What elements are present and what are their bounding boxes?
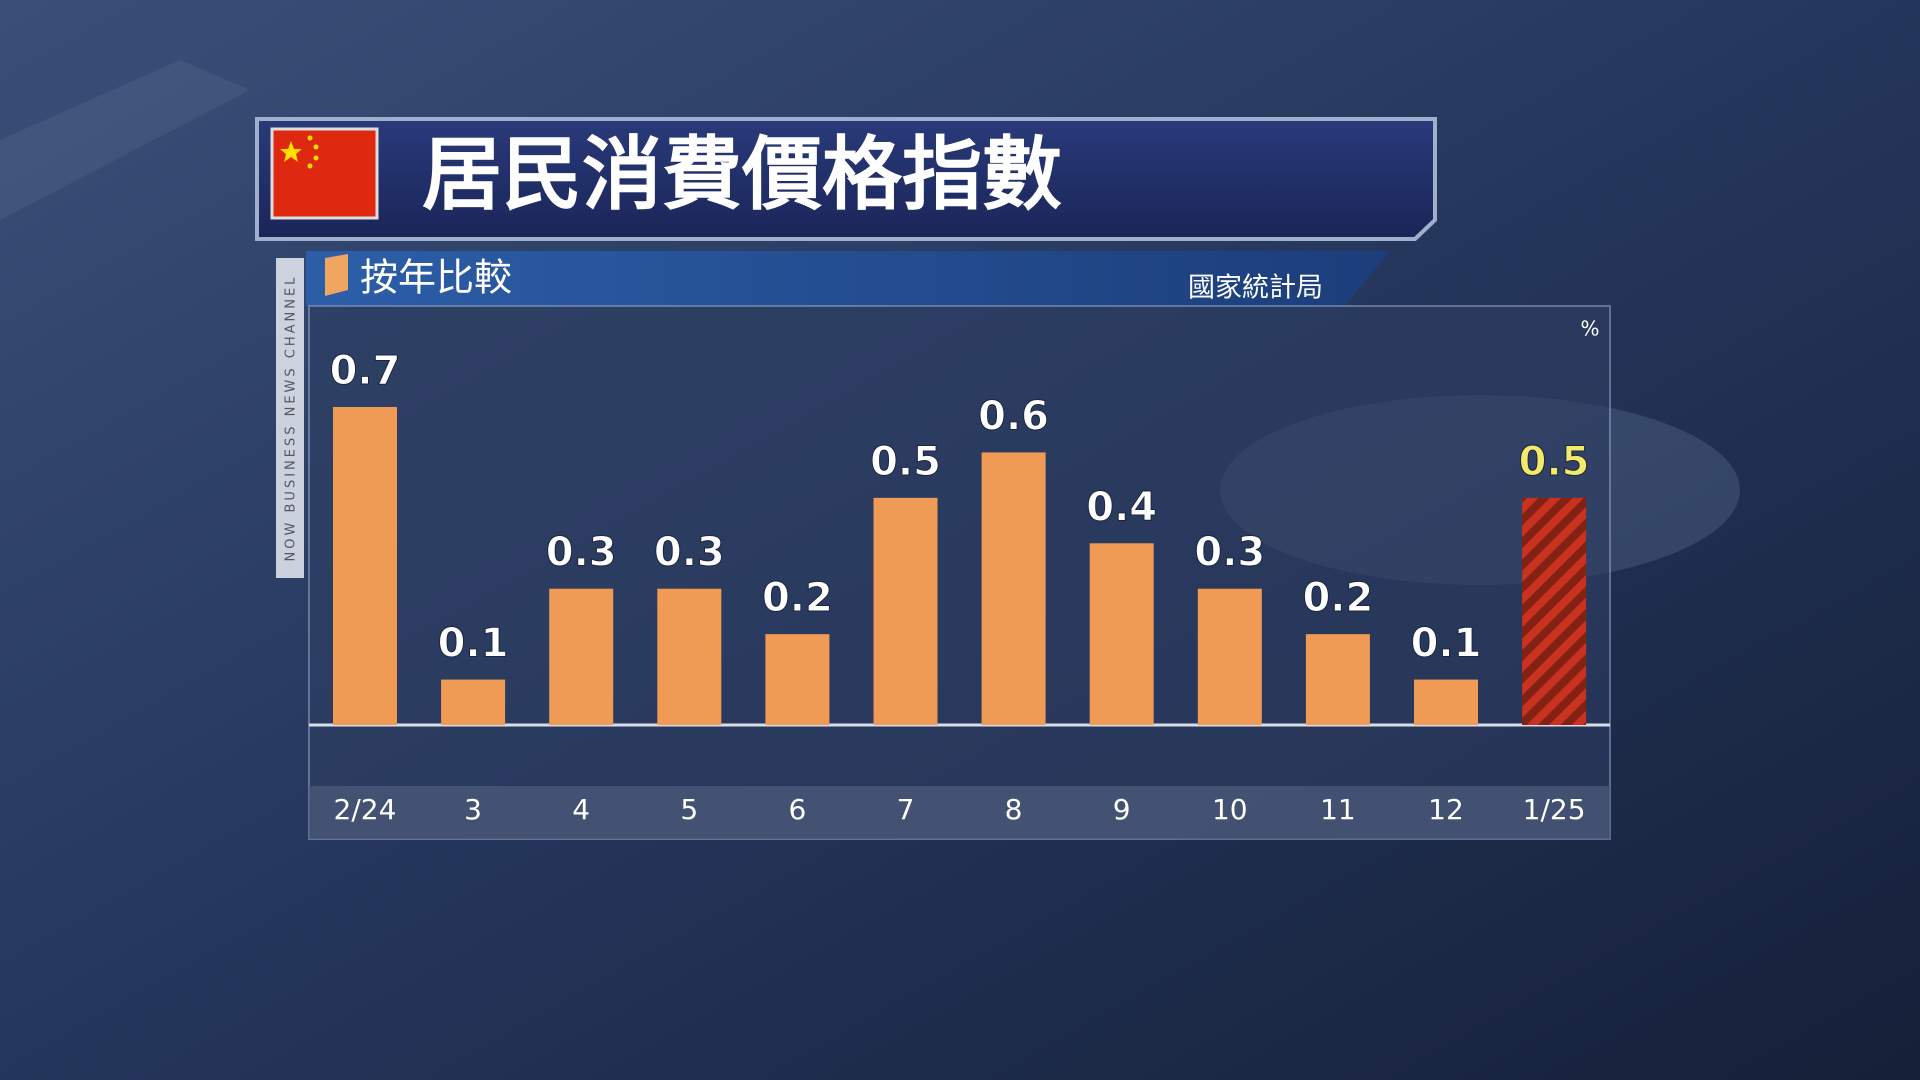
bar: [333, 407, 397, 725]
x-tick-label: 8: [1005, 793, 1023, 826]
channel-strip: [276, 258, 304, 578]
value-label: 0.4: [1086, 484, 1157, 530]
chart-panel: [308, 305, 1611, 840]
bar: [873, 497, 938, 725]
value-label: 0.7: [330, 348, 401, 394]
x-tick-label: 1/25: [1523, 793, 1586, 826]
bar-hatch: [1522, 497, 1587, 725]
flag-star: [313, 144, 319, 150]
x-tick-label: 10: [1212, 793, 1248, 826]
bar: [1197, 588, 1262, 725]
x-tick-label: 4: [572, 793, 590, 826]
value-label: 0.3: [654, 530, 725, 576]
bar: [1305, 634, 1370, 725]
x-axis-band: [309, 786, 1610, 839]
subtitle-marker: [325, 254, 348, 296]
unit-label: %: [1580, 317, 1599, 341]
x-tick-label: 12: [1428, 793, 1464, 826]
bar: [441, 679, 506, 725]
value-label: 0.6: [978, 393, 1049, 439]
x-tick-label: 11: [1320, 793, 1356, 826]
value-label: 0.5: [1519, 439, 1590, 485]
x-tick-label: 5: [680, 793, 698, 826]
subtitle-strip: [306, 251, 1390, 306]
decor: [0, 60, 250, 220]
bar: [765, 634, 830, 725]
x-tick-label: 9: [1113, 793, 1131, 826]
x-tick-label: 3: [464, 793, 482, 826]
x-tick-label: 2/24: [334, 793, 397, 826]
chart-title: 居民消費價格指數: [422, 128, 1062, 221]
flag: [270, 127, 379, 220]
value-label: 0.3: [1194, 530, 1265, 576]
flag-star: [307, 135, 313, 141]
value-label: 0.2: [762, 575, 833, 621]
value-label: 0.3: [546, 530, 617, 576]
bar: [1089, 543, 1154, 725]
value-label: 0.1: [1411, 621, 1482, 667]
value-label: 0.1: [438, 621, 509, 667]
x-tick-label: 6: [788, 793, 806, 826]
bar: [1414, 679, 1478, 725]
value-label: 0.2: [1302, 575, 1373, 621]
bar: [981, 452, 1046, 725]
x-tick-label: 7: [897, 793, 915, 826]
source: 國家統計局: [1188, 273, 1323, 304]
bar: [657, 588, 722, 725]
channel-label: NOW BUSINESS NEWS CHANNEL: [284, 275, 299, 562]
flag-star: [307, 163, 313, 169]
subtitle: 按年比較: [360, 256, 512, 300]
flag-star: [280, 141, 302, 162]
value-label: 0.5: [870, 439, 941, 485]
title-banner: [255, 117, 1437, 241]
flag-star: [313, 155, 319, 161]
bar: [549, 588, 614, 725]
